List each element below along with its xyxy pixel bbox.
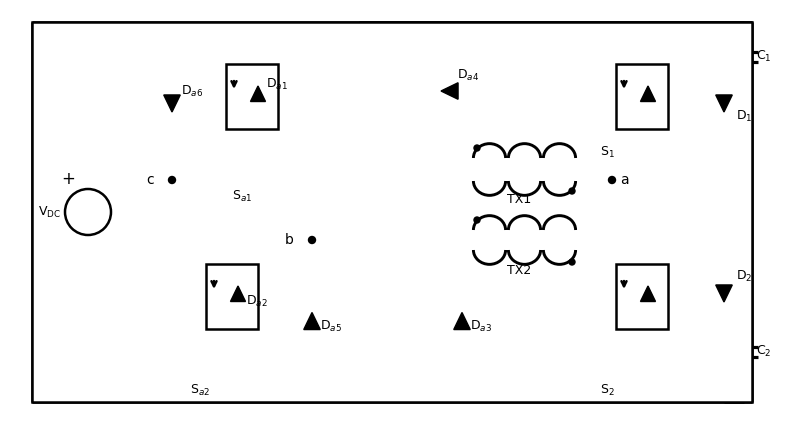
Circle shape: [474, 217, 480, 223]
Text: D$_{1}$: D$_{1}$: [736, 108, 753, 124]
Circle shape: [169, 176, 176, 184]
Text: V$_{\rm DC}$: V$_{\rm DC}$: [38, 204, 61, 219]
Text: TX1: TX1: [507, 192, 531, 206]
Bar: [33, 23, 751, 401]
Text: S$_{a2}$: S$_{a2}$: [190, 382, 210, 398]
Text: TX2: TX2: [507, 263, 531, 276]
Circle shape: [569, 259, 575, 265]
Text: c: c: [146, 173, 154, 187]
Text: D$_{a5}$: D$_{a5}$: [320, 319, 342, 333]
Text: S$_{a1}$: S$_{a1}$: [232, 189, 252, 203]
Polygon shape: [304, 313, 320, 330]
Polygon shape: [454, 313, 470, 330]
Text: b: b: [285, 233, 294, 247]
Polygon shape: [716, 285, 732, 302]
Polygon shape: [716, 95, 732, 112]
Text: C$_{1}$: C$_{1}$: [756, 49, 772, 64]
Text: D$_{2}$: D$_{2}$: [736, 268, 752, 284]
Text: D$_{a6}$: D$_{a6}$: [181, 84, 203, 99]
Polygon shape: [164, 95, 181, 112]
Text: S$_{1}$: S$_{1}$: [600, 144, 615, 160]
Text: C$_{2}$: C$_{2}$: [756, 344, 772, 359]
Bar: [616, 263, 668, 328]
Bar: [226, 63, 278, 129]
Circle shape: [569, 188, 575, 194]
Text: D$_{a4}$: D$_{a4}$: [457, 68, 479, 83]
Circle shape: [608, 176, 615, 184]
Polygon shape: [231, 286, 246, 301]
Bar: [616, 63, 668, 129]
Circle shape: [474, 145, 480, 151]
Text: D$_{a3}$: D$_{a3}$: [470, 319, 492, 333]
Text: a: a: [620, 173, 629, 187]
Text: +: +: [61, 170, 75, 188]
Polygon shape: [250, 86, 265, 102]
Text: D$_{a1}$: D$_{a1}$: [266, 76, 288, 92]
Polygon shape: [641, 86, 655, 102]
Text: S$_{2}$: S$_{2}$: [600, 382, 615, 398]
Polygon shape: [441, 83, 458, 99]
Text: D$_{a2}$: D$_{a2}$: [246, 293, 268, 308]
Polygon shape: [641, 286, 655, 301]
Circle shape: [309, 236, 316, 243]
Bar: [206, 263, 258, 328]
